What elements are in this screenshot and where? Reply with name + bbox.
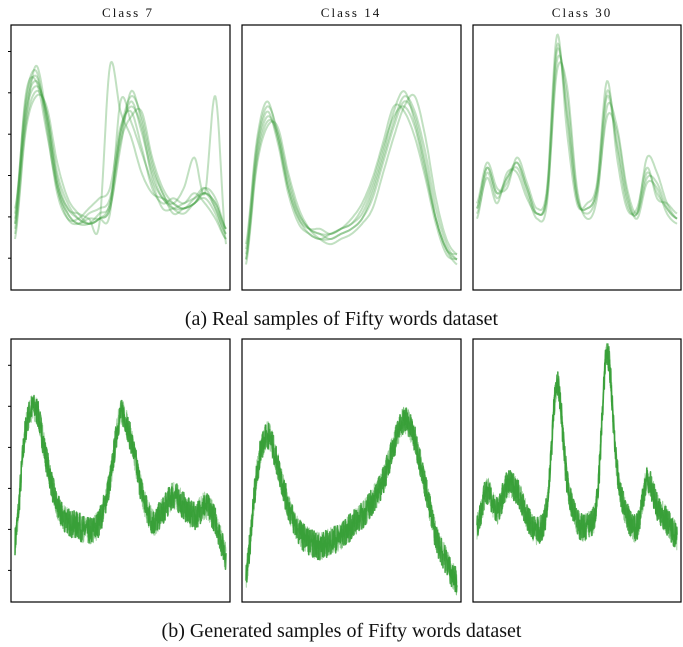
series-line-6 <box>14 76 227 245</box>
panel-generated-class-7 <box>8 338 231 603</box>
series-line-1-pass-1 <box>476 343 678 548</box>
panel-real-class-7 <box>8 24 231 291</box>
panel-generated-class-30 <box>472 338 682 603</box>
series-line-1-pass-2 <box>245 407 458 595</box>
series-group <box>14 394 227 570</box>
panel-title-class-14: Class 14 <box>320 5 382 20</box>
caption-generated: (b) Generated samples of Fifty words dat… <box>161 620 522 642</box>
series-line-7 <box>14 64 227 240</box>
series-line-1-pass-3 <box>476 343 678 551</box>
panel-title-class-7: Class 7 <box>102 5 154 20</box>
panel-frame <box>10 338 231 603</box>
series-line-4 <box>245 90 458 261</box>
series-line-8 <box>14 93 227 240</box>
series-line-1-pass-3 <box>245 406 458 596</box>
series-line-1-pass-1 <box>14 394 227 570</box>
series-line-6 <box>245 100 458 256</box>
panel-generated-class-14 <box>241 338 462 603</box>
panel-frame <box>241 24 462 291</box>
series-line-4 <box>476 61 678 220</box>
series-group <box>245 90 458 266</box>
series-line-3 <box>14 89 227 235</box>
series-line-5 <box>245 95 458 261</box>
series-line-3 <box>245 93 458 265</box>
series-line-2 <box>476 54 678 225</box>
panel-frame <box>472 24 682 291</box>
series-line-2 <box>14 69 227 240</box>
series-line-1 <box>476 42 678 220</box>
series-group <box>476 33 678 225</box>
series-line-1-pass-2 <box>14 396 227 564</box>
panel-title-class-30: Class 30 <box>551 5 613 20</box>
series-line-1 <box>245 100 458 266</box>
series-line-2 <box>245 103 458 261</box>
panel-real-class-14 <box>241 24 462 291</box>
series-line-3 <box>476 33 678 216</box>
series-line-1-pass-2 <box>476 342 678 544</box>
series-line-1 <box>14 80 227 235</box>
panel-frame <box>472 338 682 603</box>
series-line-1-pass-1 <box>245 407 458 593</box>
series-line-1-pass-3 <box>14 395 227 568</box>
series-group <box>476 342 678 551</box>
series-line-4 <box>14 74 227 230</box>
series-line-5 <box>14 60 227 236</box>
series-group <box>245 406 458 596</box>
panel-frame <box>241 338 462 603</box>
caption-real: (a) Real samples of Fifty words dataset <box>184 308 499 330</box>
panels <box>8 24 682 603</box>
series-group <box>14 60 227 245</box>
panel-real-class-30 <box>472 24 682 291</box>
series-line-5 <box>476 47 678 220</box>
panel-frame <box>10 24 231 291</box>
